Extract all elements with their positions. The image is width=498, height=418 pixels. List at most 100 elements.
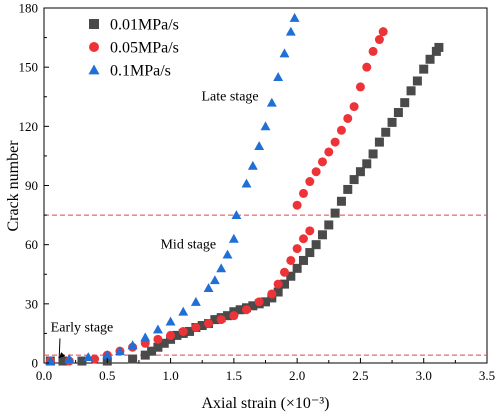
data-point <box>412 76 422 86</box>
x-axis-ticks: 0.0 0.5 1.0 1.5 2.0 2.5 3.0 3.5 <box>36 358 495 383</box>
data-point <box>434 42 444 52</box>
data-point <box>273 72 284 81</box>
data-point <box>400 98 410 108</box>
data-point <box>393 108 403 118</box>
data-point <box>286 271 296 281</box>
data-point <box>242 305 252 315</box>
data-point <box>140 332 151 342</box>
data-point <box>128 354 138 364</box>
data-point <box>210 315 220 325</box>
x-tick-label: 3.5 <box>479 368 495 383</box>
y-tick-label: 60 <box>25 237 38 252</box>
data-point <box>330 137 340 147</box>
data-point <box>324 220 334 230</box>
data-point <box>374 35 384 45</box>
data-point <box>231 210 242 220</box>
annotation-label: Early stage <box>51 320 114 335</box>
data-point <box>305 177 315 187</box>
data-point <box>147 346 157 356</box>
data-point <box>127 340 138 350</box>
y-axis-title: Crack number <box>5 140 22 232</box>
data-point <box>362 62 372 72</box>
data-point <box>425 54 435 64</box>
data-point <box>374 137 384 147</box>
x-tick-label: 2.0 <box>289 368 305 383</box>
y-tick-label: 0 <box>32 356 39 371</box>
legend-label: 0.01MPa/s <box>110 17 179 34</box>
data-point <box>378 27 388 37</box>
data-point <box>83 352 94 362</box>
data-point <box>260 121 271 131</box>
data-point <box>349 102 359 112</box>
data-point <box>279 48 290 58</box>
data-point <box>317 230 327 240</box>
data-point <box>248 301 258 311</box>
x-axis-title: Axial strain (×10⁻³) <box>201 395 329 412</box>
y-tick-label: 30 <box>25 296 38 311</box>
data-point <box>305 226 315 236</box>
data-point <box>178 326 188 336</box>
data-point <box>77 356 87 366</box>
legend-label: 0.05MPa/s <box>110 40 179 57</box>
x-tick-label: 1.0 <box>162 368 178 383</box>
x-tick-label: 0.0 <box>36 368 52 383</box>
data-point <box>311 240 321 250</box>
data-point <box>216 263 227 273</box>
data-point <box>292 263 302 273</box>
x-tick-label: 2.5 <box>352 368 368 383</box>
data-point <box>88 64 100 75</box>
data-point <box>203 283 214 293</box>
x-tick-label: 0.5 <box>99 368 115 383</box>
data-point <box>298 255 308 265</box>
data-point <box>216 315 226 325</box>
data-point <box>222 249 233 259</box>
x-tick-label: 1.5 <box>226 368 242 383</box>
data-point <box>343 184 353 194</box>
data-point <box>197 321 207 331</box>
data-point <box>261 297 270 307</box>
annotations: Late stage Mid stage Early stage <box>51 90 259 359</box>
data-point <box>273 279 283 289</box>
data-point <box>165 316 176 326</box>
series-0.05MPa/s <box>45 27 388 366</box>
data-point <box>172 330 182 340</box>
data-point <box>330 208 340 218</box>
data-point <box>298 188 308 198</box>
data-point <box>191 323 201 332</box>
data-point <box>89 42 99 52</box>
data-point <box>254 141 265 151</box>
data-point <box>153 342 163 352</box>
data-point <box>89 19 99 29</box>
data-point <box>152 324 163 334</box>
data-point <box>185 326 195 336</box>
data-point <box>140 350 150 360</box>
y-tick-label: 90 <box>25 178 38 193</box>
data-point <box>166 330 176 340</box>
series-0.1MPa/s <box>45 12 300 365</box>
annotation-arrowhead <box>59 352 66 359</box>
y-tick-label: 150 <box>19 60 39 75</box>
data-point <box>419 64 429 74</box>
data-point <box>336 196 346 206</box>
data-point <box>266 97 277 107</box>
data-point <box>368 46 378 56</box>
data-point <box>324 147 334 157</box>
data-point <box>204 319 214 329</box>
data-point <box>273 287 283 297</box>
data-point <box>64 354 75 364</box>
plot-frame <box>43 7 488 364</box>
data-point <box>289 12 300 22</box>
data-point <box>235 305 245 315</box>
data-point <box>228 233 239 243</box>
x-tick-label: 3.0 <box>416 368 432 383</box>
data-point <box>381 127 391 137</box>
data-point <box>406 86 416 96</box>
data-point <box>223 311 233 321</box>
data-point <box>159 338 169 348</box>
data-point <box>292 200 302 210</box>
y-axis-ticks: 0 30 60 90 120 150 180 <box>19 1 49 371</box>
data-point <box>279 279 289 289</box>
data-point <box>190 296 201 306</box>
data-point <box>298 234 308 244</box>
